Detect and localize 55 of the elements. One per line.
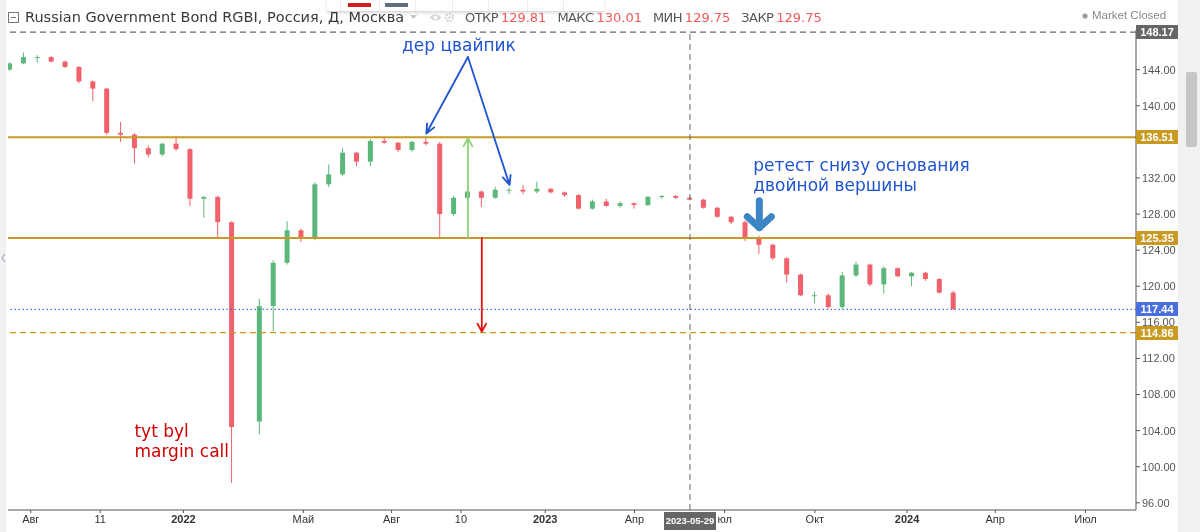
ref-line-label: 136.51	[1136, 130, 1178, 145]
candlestick	[617, 200, 623, 209]
x-tick-label: 11	[94, 512, 106, 525]
y-tick-label: 96.00	[1142, 496, 1170, 509]
candlestick	[173, 135, 179, 152]
candlestick	[451, 195, 457, 217]
annotation: ретест снизу основания двойной вершины	[753, 154, 970, 195]
y-tick-label: 104.00	[1142, 424, 1176, 437]
x-tick-label: 2024	[894, 512, 921, 525]
annotation: дер цвайпик	[401, 35, 516, 55]
y-tick-label: 132.00	[1142, 171, 1176, 184]
annotation: tyt byl margin call	[134, 420, 229, 461]
y-tick-label: 128.00	[1142, 207, 1176, 220]
x-tick-label: 10	[454, 512, 468, 525]
chart-title: Russian Government Bond RGBI, Россия, Д, Москва	[25, 9, 405, 25]
x-tick-label: Авг	[383, 512, 401, 525]
candlestick	[881, 265, 887, 294]
y-tick-label: 124.00	[1142, 244, 1176, 257]
y-tick-label: 112.00	[1142, 352, 1175, 365]
x-tick-label: Окт	[805, 512, 825, 525]
ref-line-label: 2023-05-29	[663, 512, 716, 530]
y-tick-label: 140.00	[1142, 99, 1176, 112]
candlestick	[118, 121, 124, 143]
candlestick	[534, 181, 540, 194]
x-tick-label: Авг	[22, 512, 40, 525]
candlestick	[631, 201, 637, 210]
x-tick-label: 2022	[171, 512, 196, 525]
candlestick	[201, 195, 207, 219]
candlestick	[784, 256, 790, 284]
y-tick-label: 120.00	[1142, 280, 1176, 293]
ref-line-label: 148.17	[1136, 25, 1178, 40]
candlestick	[367, 138, 373, 167]
candlestick	[867, 263, 873, 287]
x-tick-label: Апр	[985, 512, 1005, 525]
ref-line-label: 117.44	[1136, 302, 1178, 317]
candlestick	[326, 163, 332, 188]
ref-line-label: 125.35	[1136, 230, 1178, 245]
x-tick-label: 2023	[533, 512, 558, 525]
x-tick-label: Июл	[1074, 512, 1097, 525]
y-tick-label: 144.00	[1142, 63, 1176, 76]
x-tick-label: Апр	[624, 512, 645, 525]
candlestick	[798, 273, 804, 297]
candlestick	[340, 147, 346, 177]
candlestick	[756, 235, 762, 255]
text: Market Closed	[1092, 9, 1167, 21]
candlestick	[742, 219, 748, 242]
candlestick	[520, 184, 526, 195]
ref-line-label: 114.86	[1136, 325, 1178, 340]
x-tick-label: юл	[717, 512, 732, 525]
y-tick-label: 100.00	[1142, 460, 1176, 473]
x-tick-label: Май	[292, 512, 315, 525]
candlestick	[423, 135, 429, 146]
y-tick-label: 108.00	[1142, 388, 1176, 401]
chart-subtitle: ОТКР 129.81 МАКС 130.01 МИН 129.75 ЗАКР 129.75	[465, 9, 822, 25]
candlestick	[506, 187, 512, 195]
